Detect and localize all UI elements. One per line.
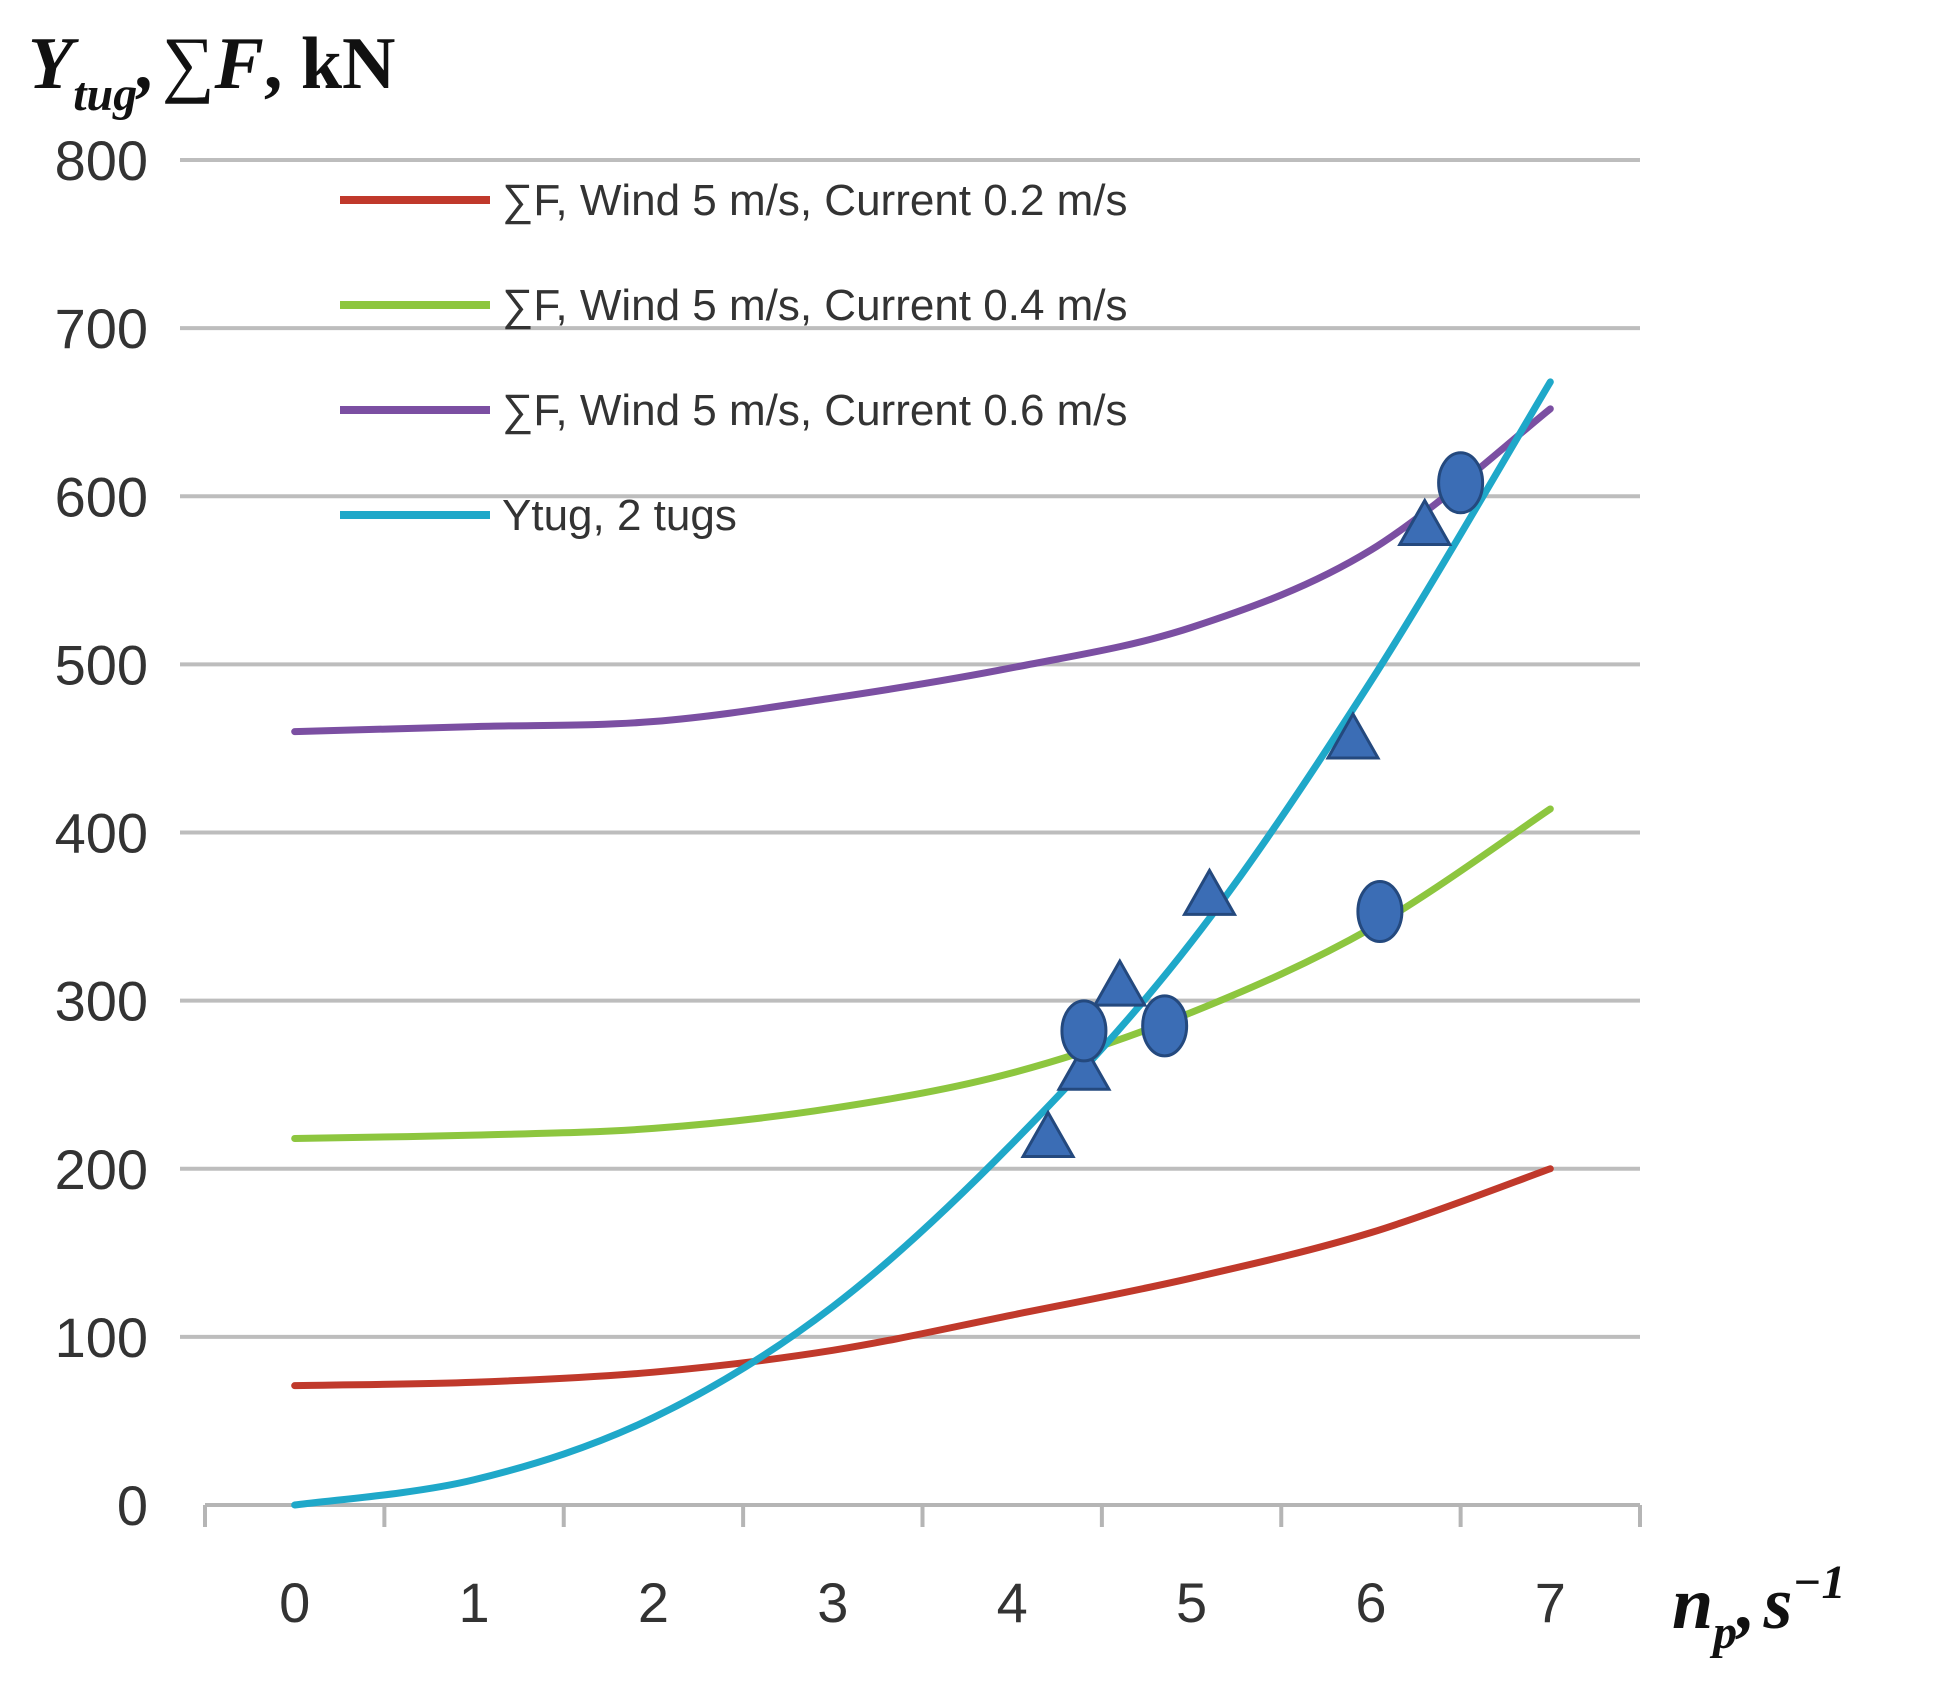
x-axis-title-sep: , (1735, 1563, 1756, 1645)
legend-label-3: ∑F, Wind 5 m/s, Current 0.6 m/s (502, 386, 1128, 435)
x-tick-label-1: 1 (458, 1571, 489, 1634)
x-tick-label-3: 3 (817, 1571, 848, 1634)
x-tick-label-0: 0 (279, 1571, 310, 1634)
triangle-marker-6 (1397, 497, 1453, 547)
y-axis-title-var: F (214, 23, 264, 105)
y-axis-title-sum: ∑ (162, 23, 215, 105)
x-tick-label-2: 2 (638, 1571, 669, 1634)
series-lines (291, 378, 1554, 1509)
circle-marker-2 (1141, 994, 1189, 1058)
series-line-4 (291, 378, 1554, 1509)
y-tick-label-500: 500 (55, 633, 148, 696)
triangle-marker-1 (1020, 1109, 1076, 1158)
triangle-marker-5 (1325, 710, 1381, 760)
y-tick-label-800: 800 (55, 129, 148, 192)
y-tick-label-400: 400 (55, 802, 148, 865)
grid-lines (180, 158, 1640, 1339)
circle-marker-3 (1356, 880, 1404, 944)
y-axis-title: Ytug,∑F, kN (28, 23, 395, 121)
y-tick-label-200: 200 (55, 1138, 148, 1201)
x-axis-tick-labels: 0 1 2 3 4 5 6 7 (279, 1571, 1566, 1634)
x-tick-label-6: 6 (1355, 1571, 1386, 1634)
legend-label-2: ∑F, Wind 5 m/s, Current 0.4 m/s (502, 281, 1128, 330)
x-tick-label-7: 7 (1535, 1571, 1566, 1634)
y-axis-tick-labels: 0 100 200 300 400 500 600 700 800 (55, 129, 148, 1537)
y-tick-label-600: 600 (55, 465, 148, 528)
circle-marker-1 (1060, 999, 1108, 1063)
legend-label-4: Ytug, 2 tugs (502, 491, 737, 540)
triangle-marker-2 (1056, 1042, 1112, 1091)
series-line-2 (291, 805, 1554, 1142)
x-tick-label-5: 5 (1176, 1571, 1207, 1634)
y-tick-label-700: 700 (55, 297, 148, 360)
circle-marker-4 (1437, 451, 1485, 515)
triangle-marker-4 (1181, 867, 1238, 916)
x-axis-title-sup: −1 (1792, 1556, 1845, 1609)
x-axis-title-sub: p (1709, 1606, 1737, 1659)
data-markers (1020, 451, 1485, 1158)
triangle-marker-3 (1092, 958, 1148, 1007)
legend-label-1: ∑F, Wind 5 m/s, Current 0.2 m/s (502, 176, 1128, 225)
x-axis-title: np, s−1 (1672, 1556, 1846, 1659)
y-tick-label-0: 0 (117, 1474, 148, 1537)
series-line-3 (291, 405, 1554, 736)
x-axis-title-main: n (1672, 1563, 1713, 1645)
y-axis-title-sep: , (135, 23, 156, 105)
y-axis-title-unit: , kN (264, 23, 396, 105)
y-tick-label-300: 300 (55, 970, 148, 1033)
x-axis (203, 1503, 1642, 1527)
series-line-1 (291, 1165, 1554, 1390)
legend: ∑F, Wind 5 m/s, Current 0.2 m/s ∑F, Wind … (340, 176, 1128, 540)
x-axis-title-var: s (1763, 1563, 1793, 1645)
x-tick-label-4: 4 (997, 1571, 1028, 1634)
y-axis-title-main: Y (28, 23, 79, 105)
y-tick-label-100: 100 (55, 1306, 148, 1369)
y-axis-title-sub: tug (73, 68, 137, 121)
